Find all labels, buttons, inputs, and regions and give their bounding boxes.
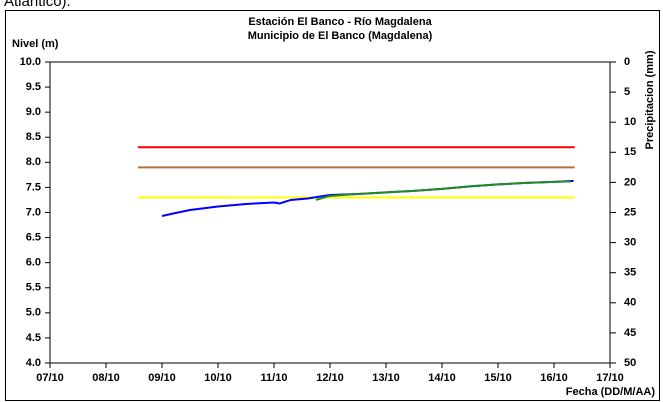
y-tick-label: 8.5 — [26, 131, 41, 143]
y2-tick-label: 50 — [624, 357, 636, 369]
x-tick-label: 08/10 — [92, 372, 120, 384]
y-tick-label: 6.0 — [26, 257, 41, 269]
y2-axis-label: Precipitacion (mm) — [644, 50, 656, 149]
x-tick-label: 13/10 — [372, 372, 400, 384]
y-tick-label: 7.5 — [26, 181, 41, 193]
y-tick-label: 4.0 — [26, 357, 41, 369]
y-tick-label: 6.5 — [26, 231, 41, 243]
y-axis-label: Nivel (m) — [12, 38, 59, 50]
x-tick-label: 17/10 — [596, 372, 624, 384]
y-tick-label: 7.0 — [26, 206, 41, 218]
y-tick-label: 10.0 — [20, 56, 41, 68]
x-tick-label: 16/10 — [540, 372, 568, 384]
chart-subtitle: Municipio de El Banco (Magdalena) — [248, 30, 433, 42]
x-tick-label: 11/10 — [261, 372, 288, 384]
y2-tick-label: 10 — [624, 116, 636, 128]
y2-tick-label: 30 — [624, 237, 636, 249]
x-tick-label: 14/10 — [428, 372, 456, 384]
y-tick-label: 9.5 — [26, 81, 41, 93]
y-tick-label: 8.0 — [26, 156, 41, 168]
x-axis-label: Fecha (DD/M/AA) — [566, 386, 656, 398]
chart-title: Estación El Banco - Río Magdalena — [248, 16, 432, 28]
x-tick-label: 15/10 — [484, 372, 512, 384]
y2-tick-label: 40 — [624, 297, 636, 309]
y2-tick-label: 15 — [624, 146, 636, 158]
y2-tick-label: 5 — [624, 86, 630, 98]
y-tick-label: 5.0 — [26, 307, 41, 319]
y-tick-label: 9.0 — [26, 106, 41, 118]
y2-tick-label: 20 — [624, 176, 636, 188]
x-tick-label: 10/10 — [204, 372, 232, 384]
x-tick-label: 07/10 — [36, 372, 64, 384]
x-tick-label: 09/10 — [148, 372, 176, 384]
y2-tick-label: 45 — [624, 327, 636, 339]
series-line — [315, 180, 571, 201]
caption-fragment: Atlántico). — [4, 0, 71, 10]
y2-tick-label: 0 — [624, 56, 630, 68]
y-tick-label: 4.5 — [26, 332, 41, 344]
y-tick-label: 5.5 — [26, 282, 41, 294]
y2-tick-label: 35 — [624, 267, 636, 279]
y2-tick-label: 25 — [624, 206, 636, 218]
x-tick-label: 12/10 — [316, 372, 344, 384]
chart-frame — [5, 10, 660, 401]
